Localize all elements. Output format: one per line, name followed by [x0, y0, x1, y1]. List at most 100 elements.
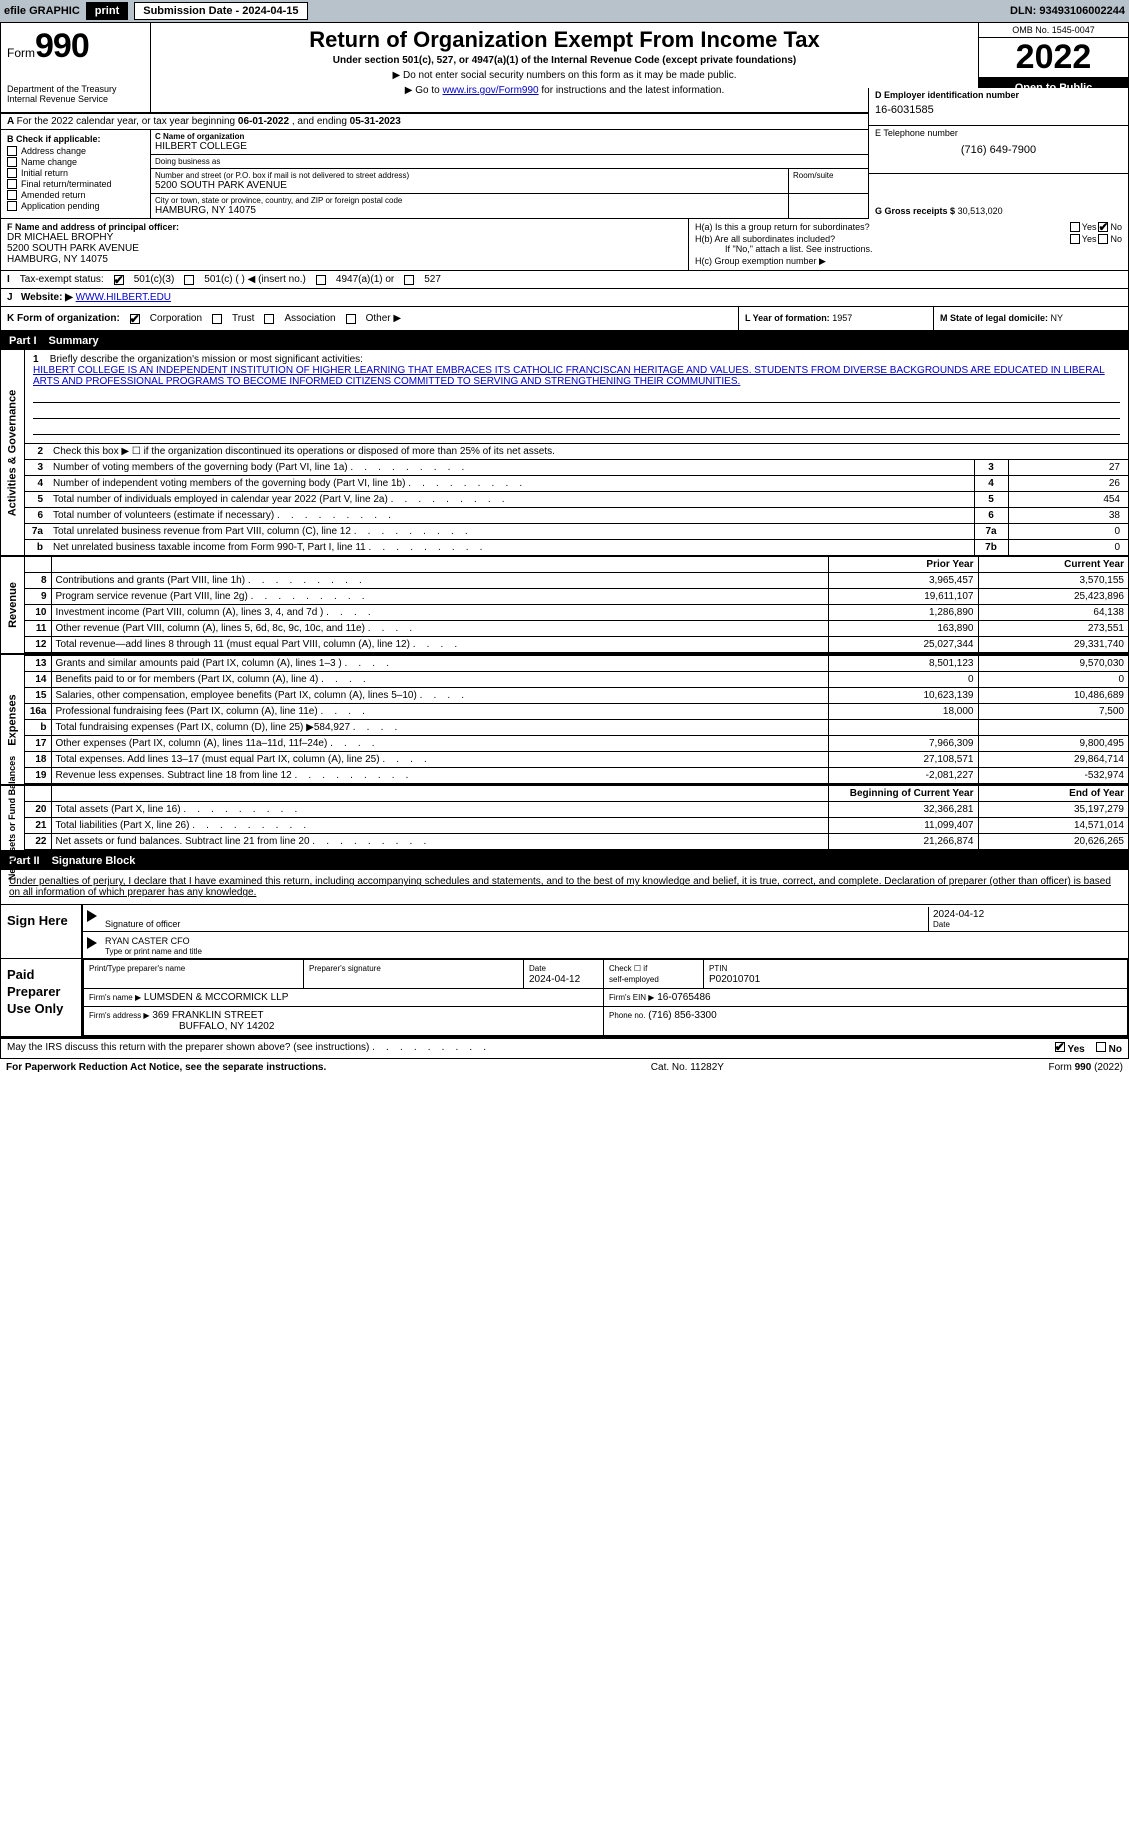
sign-here-label: Sign Here	[1, 905, 81, 958]
header-sub1: Under section 501(c), 527, or 4947(a)(1)…	[157, 55, 972, 66]
firm-name: LUMSDEN & MCCORMICK LLP	[144, 992, 288, 1003]
side-gov: Activities & Governance	[1, 350, 25, 555]
irs-label: Internal Revenue Service	[7, 94, 144, 104]
ha-no[interactable]	[1098, 222, 1108, 232]
page-footer: For Paperwork Reduction Act Notice, see …	[0, 1059, 1129, 1076]
table-row: 18Total expenses. Add lines 13–17 (must …	[25, 752, 1128, 768]
sign-here-row: Sign Here Signature of officer 2024-04-1…	[1, 905, 1128, 959]
netassets-table: Beginning of Current YearEnd of Year 20T…	[25, 786, 1128, 850]
city-cell: City or town, state or province, country…	[151, 194, 789, 218]
year-formation: L Year of formation: 1957	[739, 307, 934, 330]
discuss-yes[interactable]	[1055, 1042, 1065, 1052]
table-row: 13Grants and similar amounts paid (Part …	[25, 656, 1128, 672]
tel-cell: E Telephone number (716) 649-7900	[869, 126, 1128, 174]
part-i-netassets: Net Assets or Fund Balances Beginning of…	[1, 786, 1128, 852]
table-row: 14Benefits paid to or for members (Part …	[25, 672, 1128, 688]
gross-receipts: 30,513,020	[958, 206, 1003, 216]
form-label: Form	[7, 46, 35, 60]
governance-table: 2Check this box ▶ ☐ if the organization …	[25, 443, 1128, 555]
revenue-table: Prior YearCurrent Year 8Contributions an…	[25, 557, 1128, 653]
hb-no[interactable]	[1098, 234, 1108, 244]
side-net: Net Assets or Fund Balances	[1, 786, 25, 850]
mission-text[interactable]: HILBERT COLLEGE IS AN INDEPENDENT INSTIT…	[33, 365, 1105, 387]
paid-prep-label: Paid Preparer Use Only	[1, 959, 81, 1036]
sig-date: 2024-04-12 Date	[928, 907, 1128, 931]
part-i-governance: Activities & Governance 1 Briefly descri…	[1, 350, 1128, 557]
mission-block: 1 Briefly describe the organization's mi…	[25, 350, 1128, 443]
chk-name-change[interactable]: Name change	[7, 157, 144, 167]
chk-501c3[interactable]	[114, 275, 124, 285]
hc-group-exemption: H(c) Group exemption number ▶	[695, 256, 1122, 267]
state-domicile: M State of legal domicile: NY	[934, 307, 1128, 330]
efile-banner: efile GRAPHIC print Submission Date - 20…	[0, 0, 1129, 22]
ein-cell: D Employer identification number 16-6031…	[869, 88, 1128, 126]
tax-year: 2022	[979, 38, 1128, 78]
chk-address-change[interactable]: Address change	[7, 146, 144, 156]
col-b-checkboxes: B Check if applicable: Address change Na…	[1, 130, 151, 218]
header-left: Form990 Department of the Treasury Inter…	[1, 23, 151, 112]
discuss-row: May the IRS discuss this return with the…	[1, 1038, 1128, 1058]
website-link[interactable]: WWW.HILBERT.EDU	[76, 292, 171, 303]
row-j-website: J Website: ▶ WWW.HILBERT.EDU	[1, 289, 1128, 307]
independent-members: 26	[1008, 476, 1128, 492]
submission-date: Submission Date - 2024-04-15	[134, 2, 307, 20]
table-row: 11Other revenue (Part VIII, column (A), …	[25, 621, 1128, 637]
principal-officer: F Name and address of principal officer:…	[1, 219, 688, 270]
row-f-h: F Name and address of principal officer:…	[1, 219, 1128, 271]
form-title: Return of Organization Exempt From Incom…	[157, 27, 972, 53]
omb-number: OMB No. 1545-0047	[979, 23, 1128, 38]
col-b-head: B Check if applicable:	[7, 134, 144, 144]
table-row: 17Other expenses (Part IX, column (A), l…	[25, 736, 1128, 752]
row-i-tax-status: I Tax-exempt status: 501(c)(3) 501(c) ( …	[1, 271, 1128, 289]
irs-link[interactable]: www.irs.gov/Form990	[442, 85, 538, 96]
form-990: Form990 Department of the Treasury Inter…	[0, 22, 1129, 1059]
room-suite-label: Room/suite	[789, 169, 869, 193]
chk-4947[interactable]	[316, 275, 326, 285]
chk-application-pending[interactable]: Application pending	[7, 201, 144, 211]
chk-trust[interactable]	[212, 314, 222, 324]
row-k: K Form of organization: Corporation Trus…	[1, 307, 1128, 332]
officer-name: RYAN CASTER CFO	[105, 936, 1124, 946]
table-row: bTotal fundraising expenses (Part IX, co…	[25, 720, 1128, 736]
voting-members: 27	[1008, 460, 1128, 476]
group-return: H(a) Is this a group return for subordin…	[688, 219, 1128, 270]
part-ii-header: Part II Signature Block	[1, 852, 1128, 870]
chk-corporation[interactable]	[130, 314, 140, 324]
chk-initial-return[interactable]: Initial return	[7, 168, 144, 178]
nubti: 0	[1008, 540, 1128, 556]
preparer-table: Print/Type preparer's name Preparer's si…	[83, 959, 1128, 1036]
chk-final-return[interactable]: Final return/terminated	[7, 179, 144, 189]
discuss-no[interactable]	[1096, 1042, 1106, 1052]
efile-label: efile GRAPHIC	[4, 5, 80, 17]
part-i-revenue: Revenue Prior YearCurrent Year 8Contribu…	[1, 557, 1128, 655]
firm-addr2: BUFFALO, NY 14202	[179, 1021, 274, 1032]
table-row: 20Total assets (Part X, line 16)32,366,2…	[25, 802, 1128, 818]
table-row: 22Net assets or fund balances. Subtract …	[25, 834, 1128, 850]
gross-cell: G Gross receipts $ 30,513,020	[869, 174, 1128, 218]
employees: 454	[1008, 492, 1128, 508]
prep-date: 2024-04-12	[529, 974, 580, 985]
chk-amended[interactable]: Amended return	[7, 190, 144, 200]
part-i-header: Part I Summary	[1, 332, 1128, 350]
table-row: 9Program service revenue (Part VIII, lin…	[25, 589, 1128, 605]
ha-yes[interactable]	[1070, 222, 1080, 232]
print-button[interactable]: print	[86, 2, 128, 20]
arrow-icon	[87, 937, 97, 949]
table-row: 8Contributions and grants (Part VIII, li…	[25, 573, 1128, 589]
signature-declaration: Under penalties of perjury, I declare th…	[1, 870, 1128, 905]
chk-other[interactable]	[346, 314, 356, 324]
table-row: 10Investment income (Part VIII, column (…	[25, 605, 1128, 621]
chk-527[interactable]	[404, 275, 414, 285]
ubr: 0	[1008, 524, 1128, 540]
ein: 16-6031585	[875, 100, 1122, 116]
arrow-icon	[87, 910, 97, 922]
firm-addr1: 369 FRANKLIN STREET	[152, 1010, 263, 1021]
side-rev: Revenue	[1, 557, 25, 653]
expenses-table: 13Grants and similar amounts paid (Part …	[25, 655, 1128, 784]
hb-yes[interactable]	[1070, 234, 1080, 244]
chk-501c[interactable]	[184, 275, 194, 285]
chk-association[interactable]	[264, 314, 274, 324]
telephone: (716) 649-7900	[875, 138, 1122, 156]
street-address-cell: Number and street (or P.O. box if mail i…	[151, 169, 789, 193]
table-row: 19Revenue less expenses. Subtract line 1…	[25, 768, 1128, 784]
